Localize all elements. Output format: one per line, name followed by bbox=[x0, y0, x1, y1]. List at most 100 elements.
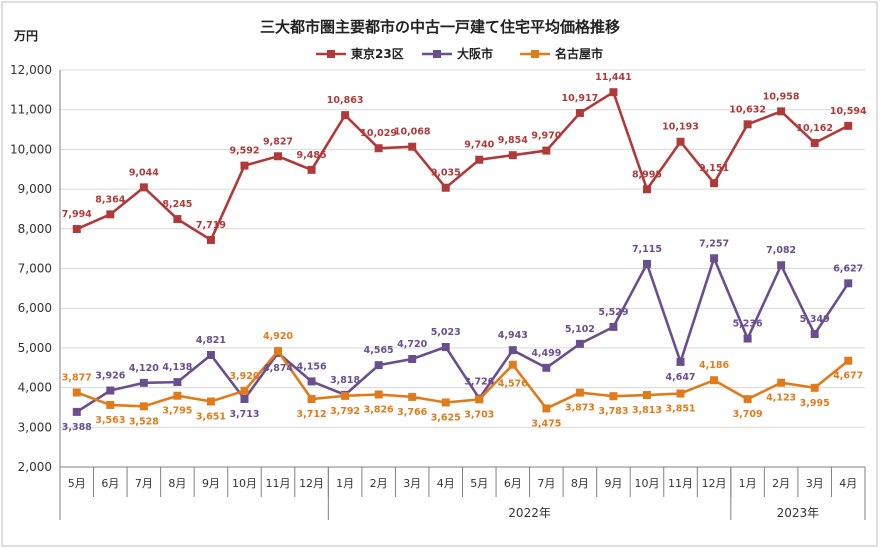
data-point bbox=[810, 383, 819, 392]
data-label: 4,186 bbox=[699, 360, 729, 371]
y-tick-label: 11,000 bbox=[10, 103, 52, 117]
data-point bbox=[240, 386, 249, 395]
data-point bbox=[274, 152, 283, 161]
data-label: 9,970 bbox=[531, 131, 561, 142]
data-point bbox=[408, 355, 417, 364]
y-tick-label: 6,000 bbox=[18, 301, 52, 315]
data-label: 9,592 bbox=[229, 146, 259, 157]
series-line-1 bbox=[76, 254, 850, 413]
x-tick-label: 6月 bbox=[101, 477, 119, 490]
data-point bbox=[844, 121, 853, 130]
data-point bbox=[374, 361, 383, 370]
series-lines bbox=[72, 88, 853, 416]
data-point bbox=[307, 165, 316, 174]
data-label: 3,813 bbox=[632, 405, 662, 416]
x-tick-label: 1月 bbox=[336, 477, 354, 490]
legend-marker bbox=[531, 50, 539, 58]
data-point bbox=[441, 342, 450, 351]
data-label: 3,995 bbox=[800, 398, 830, 409]
data-label: 7,115 bbox=[632, 244, 662, 255]
data-point bbox=[475, 155, 484, 164]
data-label: 3,920 bbox=[229, 371, 259, 382]
data-point bbox=[274, 347, 283, 356]
series-line-2 bbox=[76, 348, 850, 411]
data-label: 9,151 bbox=[699, 163, 729, 174]
year-label: 2023年 bbox=[777, 506, 820, 520]
data-point bbox=[642, 391, 651, 400]
data-point bbox=[206, 397, 215, 406]
data-point bbox=[173, 215, 182, 224]
data-label: 4,943 bbox=[498, 330, 528, 341]
data-point bbox=[206, 235, 215, 244]
data-label: 3,926 bbox=[95, 371, 125, 382]
data-label: 7,082 bbox=[766, 245, 796, 256]
data-point bbox=[844, 356, 853, 365]
data-label: 9,854 bbox=[498, 135, 528, 146]
data-point bbox=[441, 183, 450, 192]
data-label: 8,995 bbox=[632, 169, 662, 180]
x-tick-label: 5月 bbox=[470, 477, 488, 490]
data-label: 3,712 bbox=[297, 409, 327, 420]
y-tick-label: 7,000 bbox=[18, 262, 52, 276]
data-label: 7,994 bbox=[62, 209, 92, 220]
data-label: 5,529 bbox=[598, 307, 628, 318]
legend-marker bbox=[327, 50, 335, 58]
data-label: 10,632 bbox=[729, 104, 766, 115]
data-point bbox=[106, 386, 115, 395]
data-point bbox=[542, 404, 551, 413]
data-label: 7,719 bbox=[196, 220, 226, 231]
data-label: 3,818 bbox=[330, 375, 360, 386]
data-label: 4,123 bbox=[766, 393, 796, 404]
data-label: 3,709 bbox=[733, 409, 763, 420]
data-point bbox=[240, 161, 249, 170]
data-point bbox=[609, 392, 618, 401]
x-tick-label: 5月 bbox=[68, 477, 86, 490]
data-point bbox=[106, 400, 115, 409]
data-point bbox=[542, 363, 551, 372]
data-label: 5,349 bbox=[800, 314, 830, 325]
data-point bbox=[139, 402, 148, 411]
data-label: 3,625 bbox=[431, 412, 461, 423]
data-label: 3,877 bbox=[62, 372, 92, 383]
data-point bbox=[777, 261, 786, 270]
data-label: 4,138 bbox=[162, 362, 192, 373]
x-tick-label: 8月 bbox=[168, 477, 186, 490]
data-label: 3,475 bbox=[531, 418, 561, 429]
y-axis-unit: 万円 bbox=[13, 29, 38, 43]
x-tick-label: 1月 bbox=[739, 477, 757, 490]
data-point bbox=[475, 395, 484, 404]
data-label: 9,827 bbox=[263, 136, 293, 147]
x-tick-label: 3月 bbox=[806, 477, 824, 490]
data-label: 5,023 bbox=[431, 327, 461, 338]
data-point bbox=[777, 378, 786, 387]
data-point bbox=[508, 346, 517, 355]
x-tick-label: 10月 bbox=[232, 477, 257, 490]
data-label: 4,647 bbox=[665, 372, 695, 383]
data-point bbox=[508, 151, 517, 160]
data-label: 10,917 bbox=[562, 93, 599, 104]
data-label: 10,863 bbox=[327, 95, 364, 106]
data-label: 10,193 bbox=[662, 122, 699, 133]
data-point bbox=[240, 394, 249, 403]
data-label: 4,576 bbox=[498, 379, 528, 390]
y-tick-label: 4,000 bbox=[18, 381, 52, 395]
data-label: 3,792 bbox=[330, 406, 360, 417]
data-label: 10,958 bbox=[763, 91, 800, 102]
data-label: 3,726 bbox=[464, 376, 494, 387]
data-label: 8,245 bbox=[162, 199, 192, 210]
data-label: 3,713 bbox=[229, 409, 259, 420]
data-label: 10,162 bbox=[796, 123, 833, 134]
series-line-0 bbox=[76, 90, 849, 242]
data-point bbox=[810, 138, 819, 147]
x-tick-label: 9月 bbox=[604, 477, 622, 490]
legend-marker bbox=[433, 50, 441, 58]
x-tick-label: 10月 bbox=[634, 477, 659, 490]
data-label: 3,703 bbox=[464, 409, 494, 420]
data-label: 4,156 bbox=[297, 361, 327, 372]
data-point bbox=[575, 388, 584, 397]
x-tick-label: 7月 bbox=[135, 477, 153, 490]
data-point bbox=[374, 144, 383, 153]
data-point bbox=[508, 360, 517, 369]
data-point bbox=[139, 378, 148, 387]
